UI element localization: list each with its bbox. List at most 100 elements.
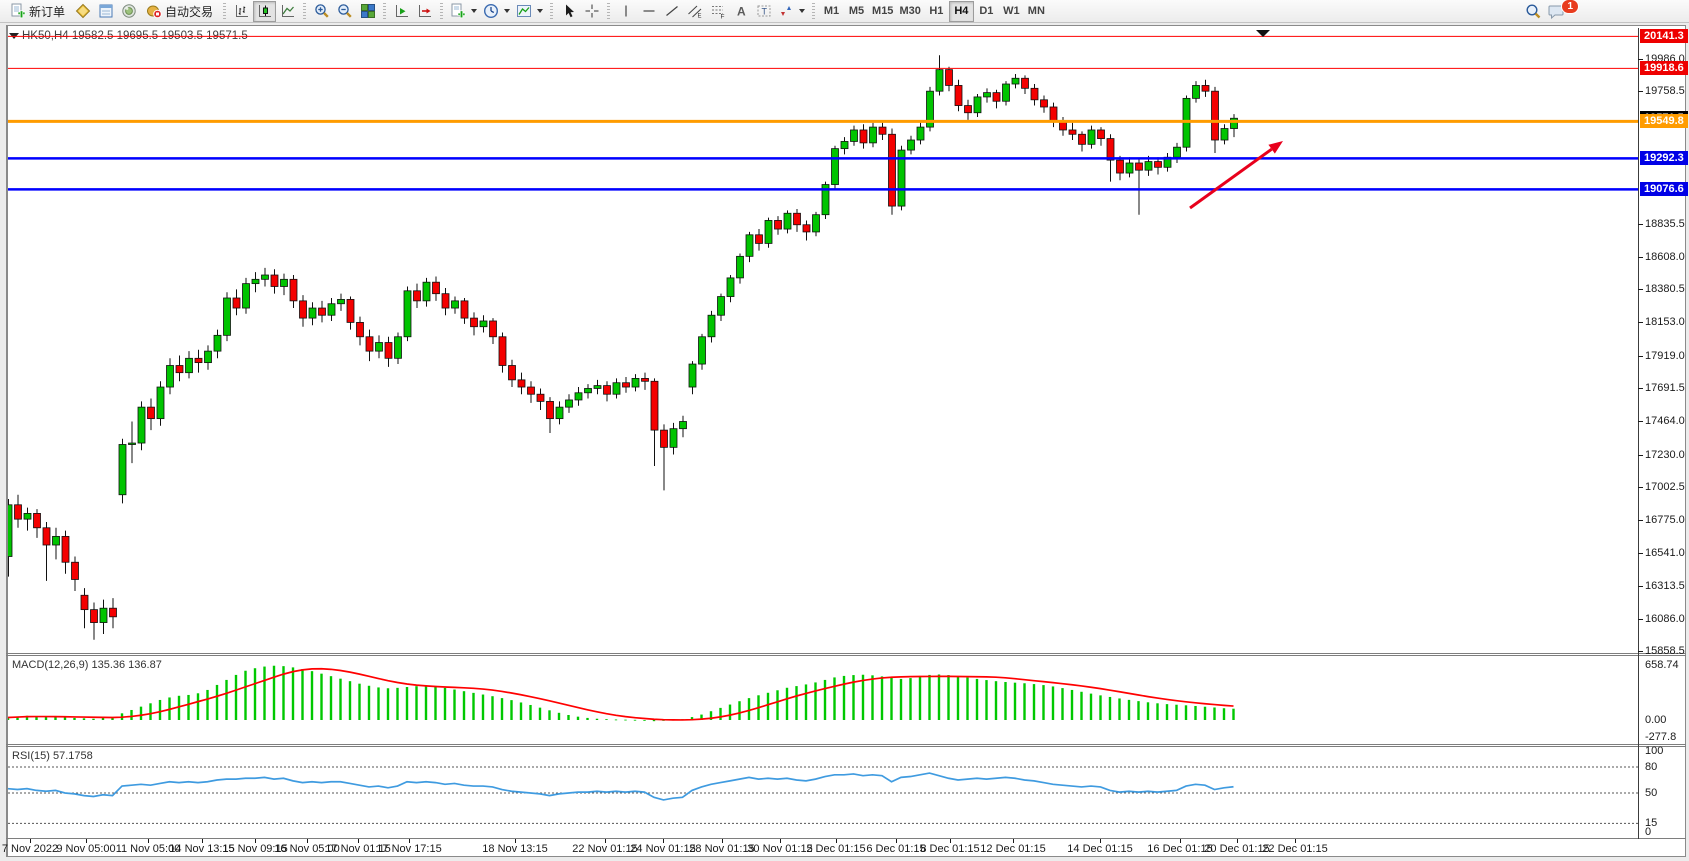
macd-bar bbox=[500, 698, 504, 720]
toolbar-grip bbox=[812, 3, 816, 19]
pane-separator[interactable] bbox=[6, 653, 1686, 654]
horizontal-line-button[interactable] bbox=[637, 1, 660, 22]
macd-bar bbox=[1156, 703, 1159, 720]
data-window-icon bbox=[99, 4, 113, 18]
bull-candle bbox=[631, 378, 640, 388]
macd-bar bbox=[909, 678, 912, 720]
macd-bar bbox=[1070, 689, 1074, 720]
macd-bar bbox=[823, 679, 827, 720]
annotation-arrow bbox=[1189, 147, 1273, 210]
vertical-line-button[interactable] bbox=[614, 1, 637, 22]
text-label-button[interactable]: T bbox=[752, 1, 775, 22]
bear-candle bbox=[945, 69, 953, 86]
bull-candle bbox=[242, 283, 250, 309]
fibonacci-button[interactable]: F bbox=[706, 1, 729, 22]
timeframe-m15-button[interactable]: M15 bbox=[869, 1, 896, 22]
bull-candle bbox=[23, 513, 32, 520]
macd-bar bbox=[1146, 702, 1150, 720]
bull-candle bbox=[451, 300, 459, 309]
data-window-button[interactable] bbox=[94, 1, 117, 22]
cursor-button[interactable] bbox=[557, 1, 580, 22]
macd-bar bbox=[263, 666, 266, 720]
bear-candle bbox=[508, 365, 516, 381]
macd-bar bbox=[1089, 693, 1093, 720]
toolbar: 新订单 自动交易 bbox=[0, 0, 1689, 23]
line-chart-button[interactable] bbox=[276, 1, 299, 22]
chart-shift-button[interactable] bbox=[413, 1, 436, 22]
search-button[interactable] bbox=[1522, 1, 1545, 22]
macd-bar bbox=[111, 717, 114, 720]
zoom-in-button[interactable] bbox=[310, 1, 333, 22]
macd-bar bbox=[339, 678, 342, 720]
zoom-out-button[interactable] bbox=[333, 1, 356, 22]
notifications-button[interactable]: 1 bbox=[1545, 0, 1589, 22]
pane-separator[interactable] bbox=[6, 744, 1686, 745]
bear-candle bbox=[109, 607, 117, 618]
crosshair-button[interactable] bbox=[580, 1, 603, 22]
macd-bar bbox=[899, 678, 903, 720]
timeframe-h1-button[interactable]: H1 bbox=[924, 1, 949, 22]
bear-candle bbox=[660, 429, 668, 448]
bear-candle bbox=[859, 129, 868, 144]
tile-windows-button[interactable] bbox=[356, 1, 379, 22]
candlestick-chart-button[interactable] bbox=[253, 0, 277, 22]
arrows-button[interactable] bbox=[775, 1, 808, 22]
market-watch-button[interactable] bbox=[71, 1, 94, 22]
rsi-pane[interactable] bbox=[8, 747, 1638, 838]
text-icon: A bbox=[737, 5, 746, 19]
bull-candle bbox=[812, 214, 820, 233]
indicators-button[interactable] bbox=[447, 1, 480, 22]
text-label-icon: T bbox=[757, 5, 771, 17]
macd-bar bbox=[804, 684, 808, 720]
auto-scroll-button[interactable] bbox=[390, 1, 413, 22]
macd-bar bbox=[576, 716, 580, 720]
bear-candle bbox=[1106, 138, 1115, 161]
new-order-button[interactable]: 新订单 bbox=[4, 1, 71, 22]
autotrading-button[interactable]: 自动交易 bbox=[140, 1, 219, 22]
templates-button[interactable] bbox=[513, 1, 546, 22]
bear-candle bbox=[71, 561, 79, 580]
text-button[interactable]: A bbox=[729, 1, 752, 22]
periods-button[interactable] bbox=[480, 1, 513, 22]
macd-bar bbox=[367, 685, 371, 720]
macd-bar bbox=[586, 717, 589, 720]
timeframe-w1-button[interactable]: W1 bbox=[999, 1, 1024, 22]
macd-bar bbox=[329, 676, 333, 720]
bear-candle bbox=[527, 386, 535, 395]
macd-bar bbox=[567, 714, 570, 720]
trendline-button[interactable] bbox=[660, 1, 683, 22]
bear-candle bbox=[546, 400, 554, 420]
macd-bar bbox=[405, 687, 409, 720]
bull-candle bbox=[707, 314, 716, 338]
chevron-down-icon bbox=[537, 9, 544, 13]
macd-bar bbox=[785, 687, 789, 720]
macd-bar bbox=[472, 692, 475, 720]
macd-pane[interactable] bbox=[8, 656, 1638, 744]
bar-chart-button[interactable] bbox=[230, 1, 253, 22]
bear-candle bbox=[964, 105, 972, 114]
price-pane[interactable] bbox=[8, 28, 1638, 652]
macd-bar bbox=[1099, 695, 1102, 720]
bear-candle bbox=[1049, 106, 1058, 122]
macd-bar bbox=[1013, 682, 1017, 720]
timeframe-h4-button[interactable]: H4 bbox=[948, 0, 974, 22]
channel-button[interactable]: E bbox=[683, 1, 706, 22]
bear-candle bbox=[603, 385, 611, 395]
macd-bar bbox=[1051, 686, 1055, 720]
templates-icon bbox=[517, 5, 532, 17]
bear-candle bbox=[1097, 129, 1105, 139]
navigator-button[interactable] bbox=[117, 1, 140, 22]
timeframe-m30-button[interactable]: M30 bbox=[896, 1, 923, 22]
macd-bar bbox=[1222, 708, 1226, 720]
timeframe-mn-button[interactable]: MN bbox=[1024, 1, 1049, 22]
macd-bar bbox=[947, 675, 950, 720]
timeframe-d1-button[interactable]: D1 bbox=[974, 1, 999, 22]
bull-candle bbox=[897, 149, 906, 207]
macd-bar bbox=[1023, 683, 1026, 720]
timeframe-m5-button[interactable]: M5 bbox=[844, 1, 869, 22]
bear-candle bbox=[14, 504, 22, 520]
timeframe-m1-button[interactable]: M1 bbox=[819, 1, 844, 22]
search-icon bbox=[1526, 3, 1541, 18]
macd-bar bbox=[35, 716, 38, 720]
macd-bar bbox=[966, 677, 969, 720]
